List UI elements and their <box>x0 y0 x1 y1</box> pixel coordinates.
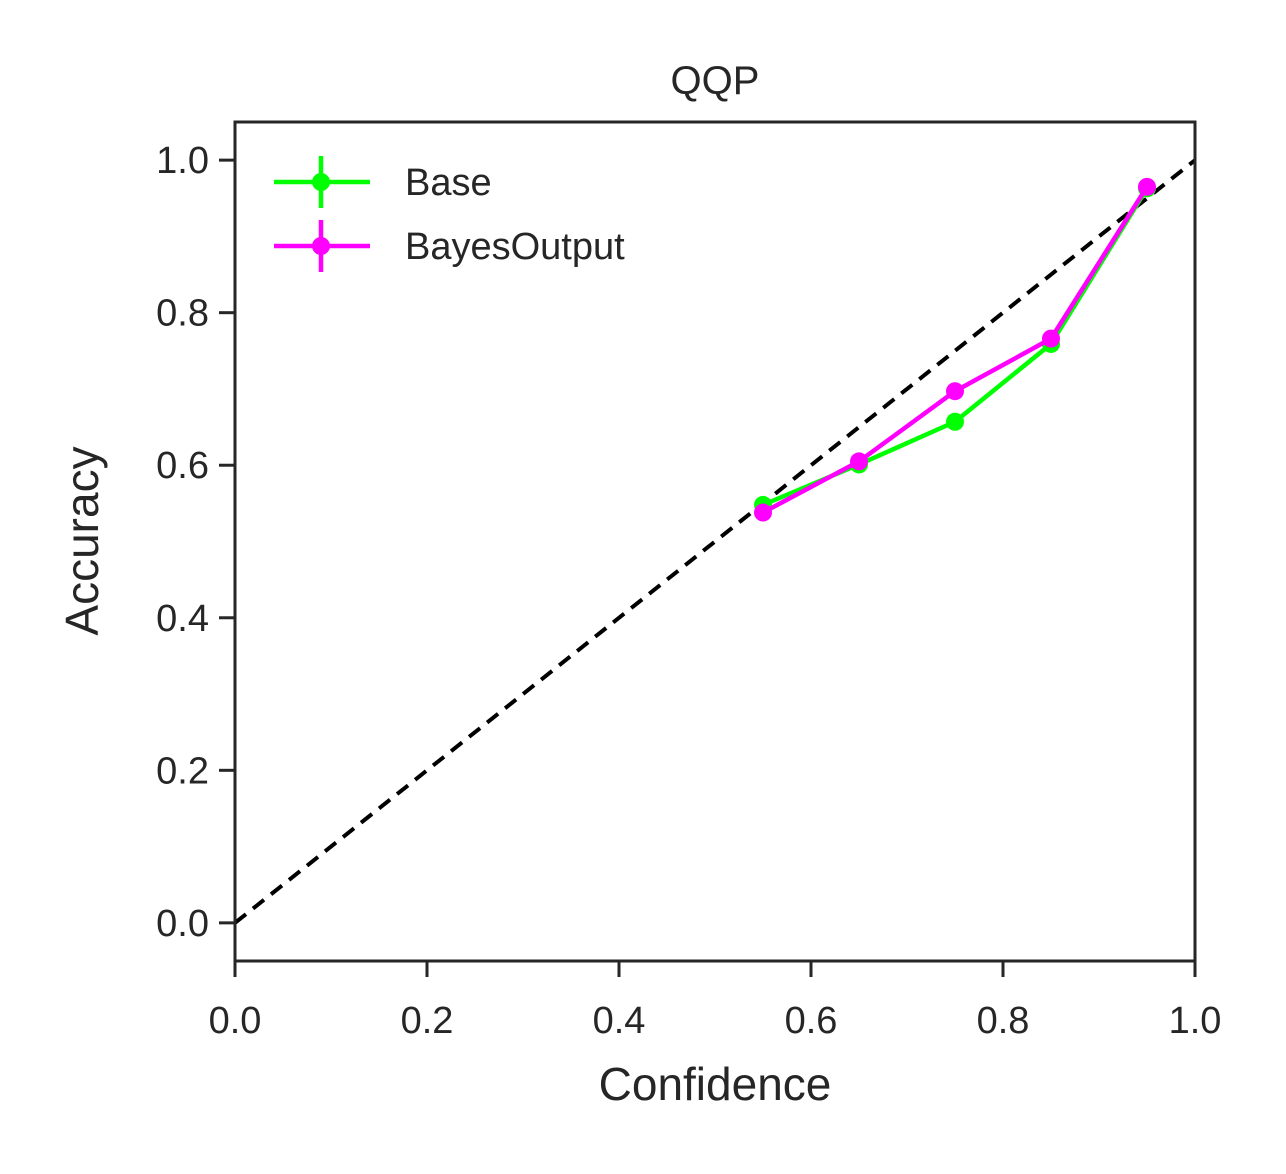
y-tick-label: 1.0 <box>156 140 209 182</box>
chart-title: QQP <box>671 59 760 103</box>
x-tick-label: 0.0 <box>209 1000 262 1042</box>
data-point <box>1138 177 1156 196</box>
y-tick-label: 0.4 <box>156 598 209 640</box>
data-point <box>946 382 964 401</box>
data-point <box>1042 329 1060 348</box>
legend-label: BayesOutput <box>405 226 625 268</box>
legend: Base BayesOutput <box>274 156 625 272</box>
legend-entry-base: Base <box>274 156 492 208</box>
x-tick-label: 0.8 <box>977 1000 1030 1042</box>
data-point <box>754 503 772 522</box>
data-point <box>850 452 868 471</box>
plot-frame <box>233 120 1197 963</box>
x-tick-label: 0.4 <box>593 1000 646 1042</box>
x-tick-label: 0.2 <box>401 1000 454 1042</box>
legend-entry-bayesoutput: BayesOutput <box>274 220 625 272</box>
legend-label: Base <box>405 162 492 204</box>
y-tick-label: 0.2 <box>156 750 209 792</box>
y-tick-label: 0.6 <box>156 445 209 487</box>
y-tick-label: 0.8 <box>156 293 209 335</box>
x-axis-label: Confidence <box>599 1058 832 1110</box>
series-bayesoutput <box>754 177 1156 522</box>
perfect-calibration-line <box>233 158 1197 925</box>
series-layer <box>754 177 1156 522</box>
x-tick-label: 1.0 <box>1169 1000 1222 1042</box>
y-axis-label: Accuracy <box>56 446 108 635</box>
reference-line-layer <box>233 158 1197 925</box>
data-point <box>946 412 964 431</box>
y-tick-label: 0.0 <box>156 903 209 945</box>
y-axis-ticks: 0.0 0.2 0.4 0.6 0.8 1.0 <box>156 140 235 945</box>
x-axis-ticks: 0.0 0.2 0.4 0.6 0.8 1.0 <box>209 961 1222 1042</box>
x-tick-label: 0.6 <box>785 1000 838 1042</box>
legend-marker <box>312 173 330 191</box>
legend-marker <box>312 237 330 255</box>
